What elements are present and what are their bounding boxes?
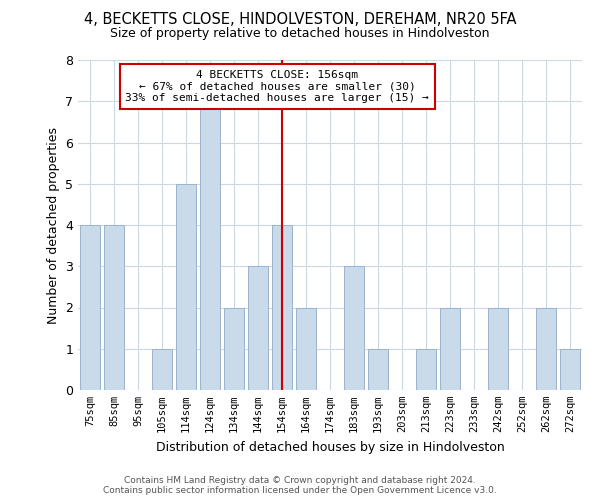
Bar xyxy=(104,225,124,390)
Bar xyxy=(536,308,556,390)
Bar xyxy=(152,349,172,390)
Bar xyxy=(224,308,244,390)
Bar xyxy=(176,184,196,390)
Bar xyxy=(344,266,364,390)
Y-axis label: Number of detached properties: Number of detached properties xyxy=(47,126,59,324)
Bar xyxy=(80,225,100,390)
Text: 4 BECKETTS CLOSE: 156sqm
← 67% of detached houses are smaller (30)
33% of semi-d: 4 BECKETTS CLOSE: 156sqm ← 67% of detach… xyxy=(125,70,429,103)
X-axis label: Distribution of detached houses by size in Hindolveston: Distribution of detached houses by size … xyxy=(155,440,505,454)
Bar xyxy=(200,101,220,390)
Bar xyxy=(248,266,268,390)
Bar xyxy=(296,308,316,390)
Bar xyxy=(272,225,292,390)
Text: Contains HM Land Registry data © Crown copyright and database right 2024.
Contai: Contains HM Land Registry data © Crown c… xyxy=(103,476,497,495)
Text: 4, BECKETTS CLOSE, HINDOLVESTON, DEREHAM, NR20 5FA: 4, BECKETTS CLOSE, HINDOLVESTON, DEREHAM… xyxy=(84,12,516,28)
Bar xyxy=(488,308,508,390)
Bar xyxy=(560,349,580,390)
Bar xyxy=(416,349,436,390)
Text: Size of property relative to detached houses in Hindolveston: Size of property relative to detached ho… xyxy=(110,28,490,40)
Bar xyxy=(368,349,388,390)
Bar xyxy=(440,308,460,390)
